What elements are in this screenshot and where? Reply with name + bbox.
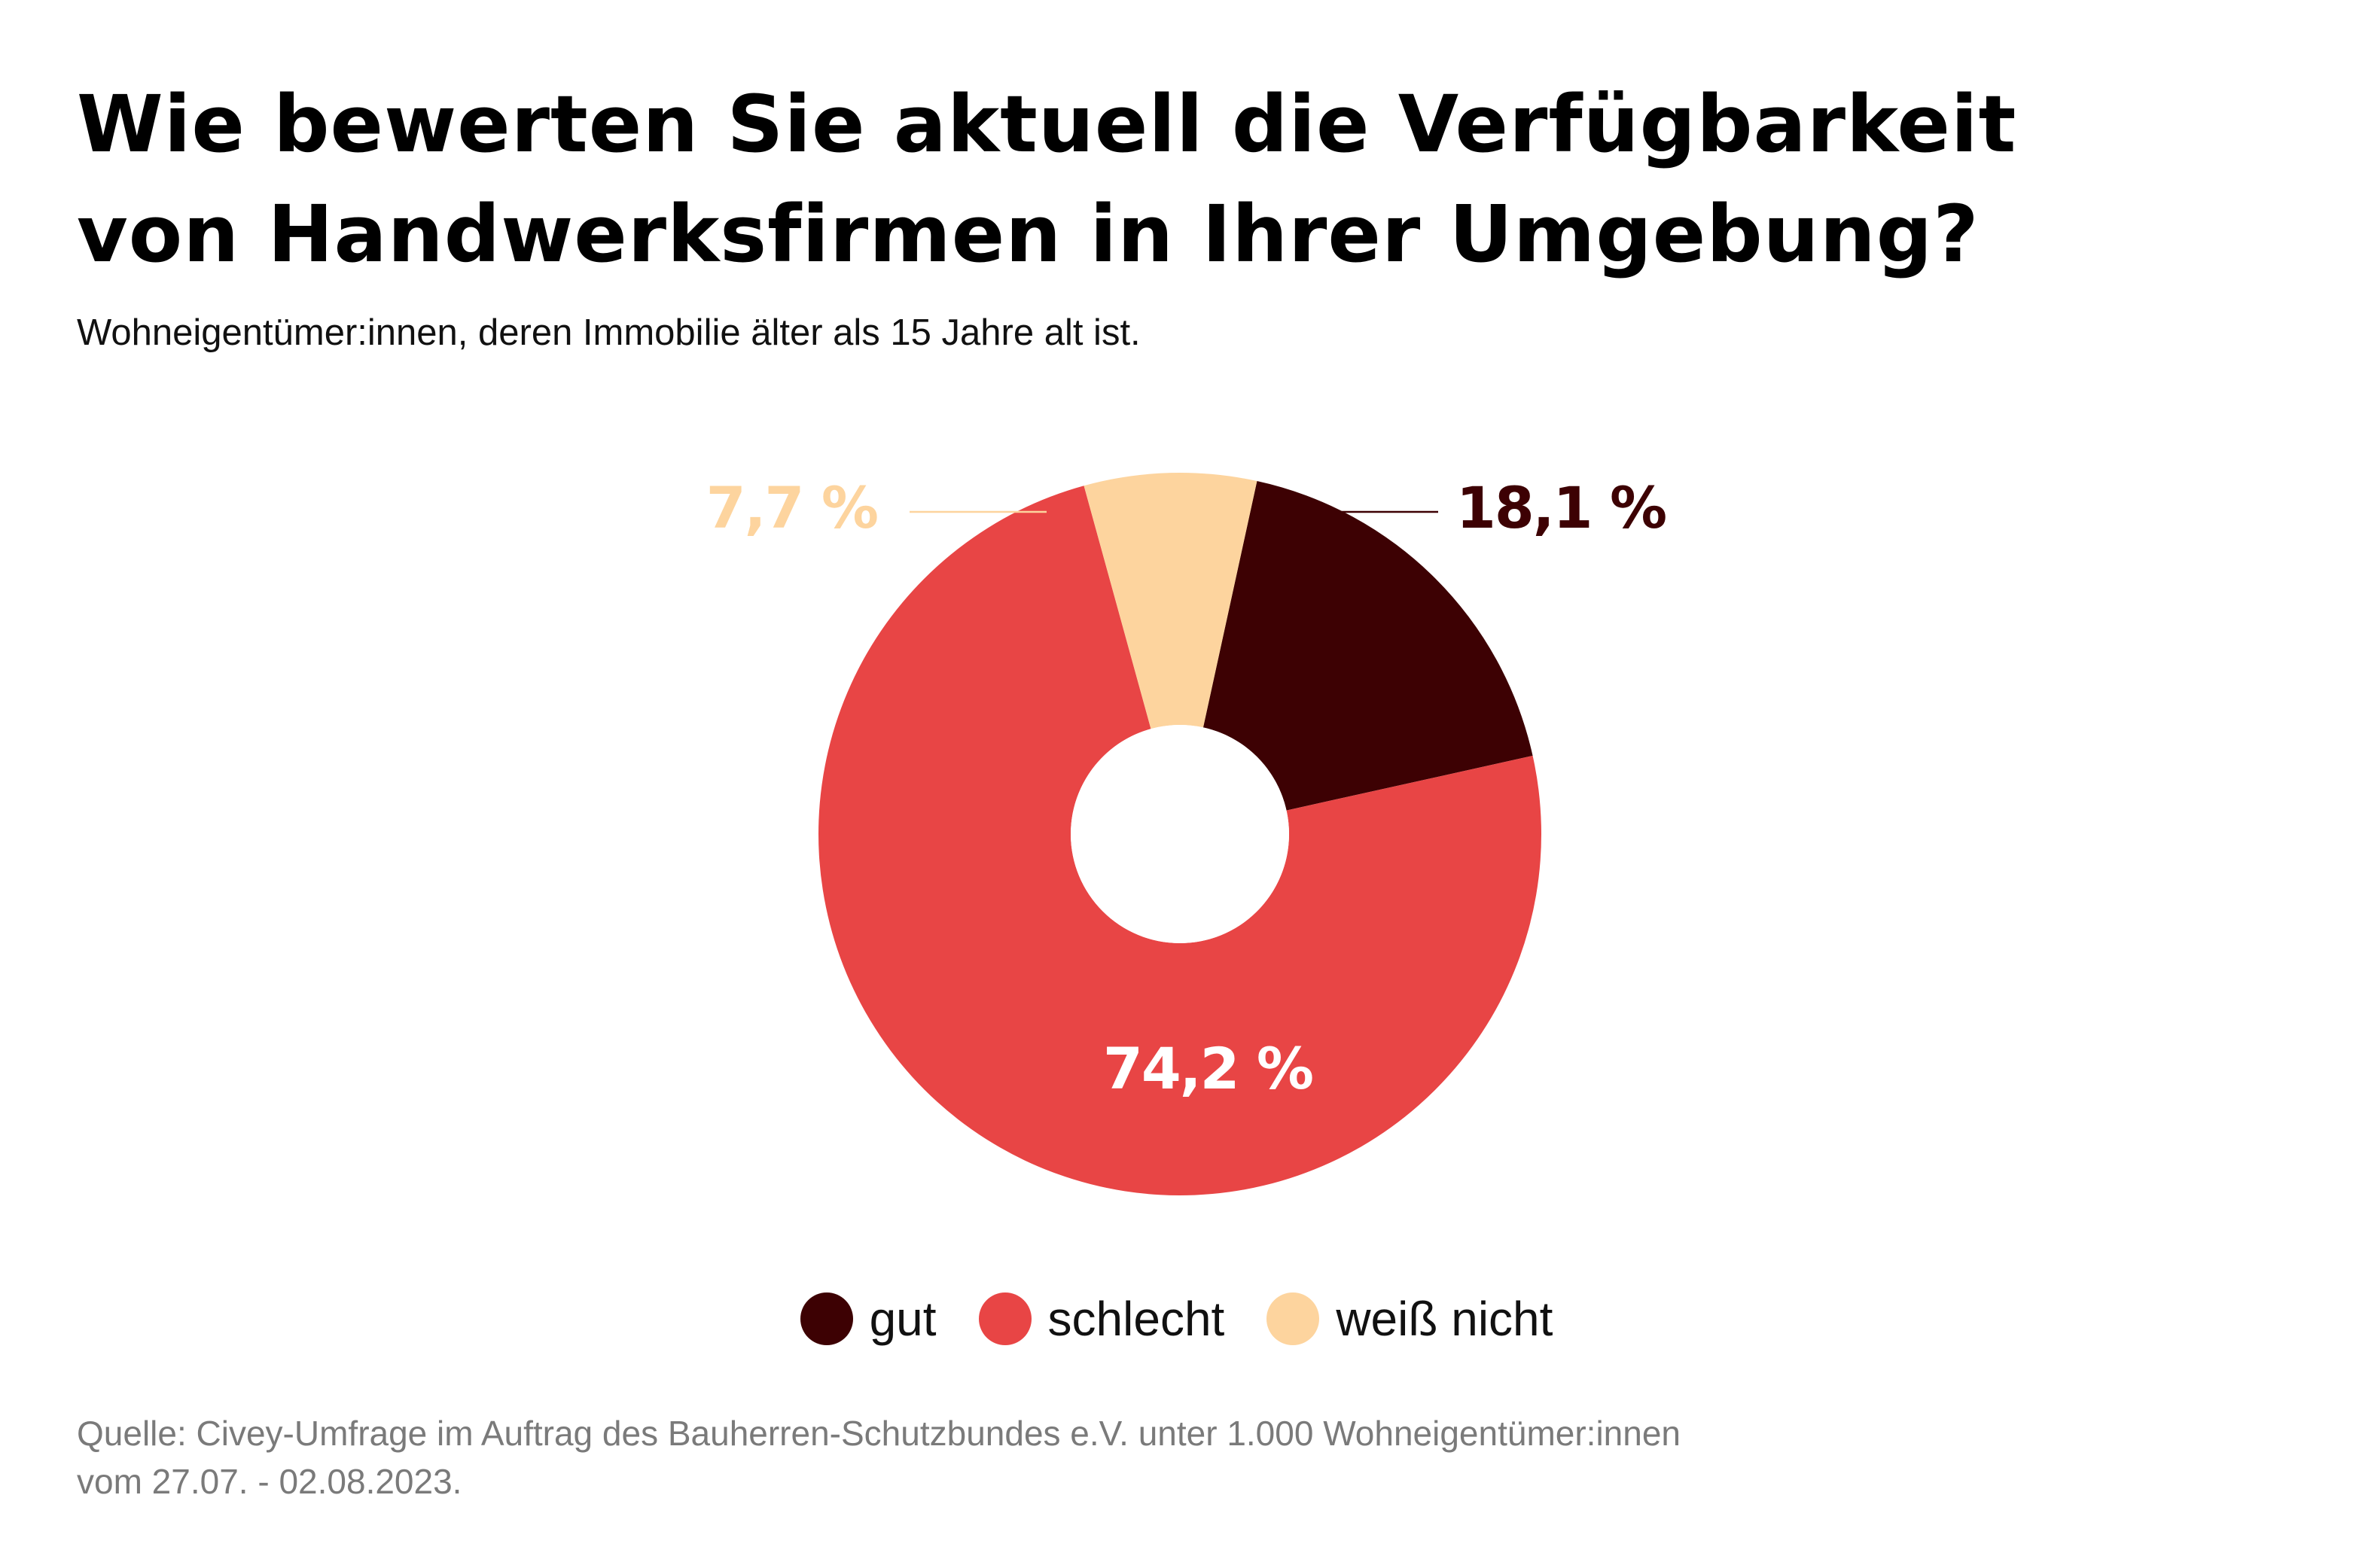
donut-hole: [1071, 725, 1289, 943]
data-label-gut: 18,1 %: [1456, 474, 1666, 541]
legend-swatch-schlecht: [978, 1292, 1032, 1345]
chart-title: Wie bewerten Sie aktuell die Verfügbarke…: [77, 69, 2260, 289]
data-label-weiss-nicht: 7,7 %: [706, 474, 877, 541]
slice-schlecht: [818, 486, 1541, 1195]
slice-weiss-nicht: [1084, 473, 1257, 729]
chart-title-line-2: von Handwerksfirmen in Ihrer Umgebung?: [77, 188, 1980, 280]
source-line-1: Quelle: Civey-Umfrage im Auftrag des Bau…: [77, 1414, 1681, 1453]
slice-gut: [1202, 481, 1533, 811]
chart-legend: gut schlecht weiß nicht: [0, 1289, 2353, 1349]
donut-slices: [818, 473, 1541, 1195]
legend-label-gut: gut: [869, 1292, 937, 1346]
chart-subtitle: Wohneigentümer:innen, deren Immobilie äl…: [77, 312, 1141, 353]
legend-swatch-weiss-nicht: [1266, 1292, 1320, 1345]
chart-title-line-1: Wie bewerten Sie aktuell die Verfügbarke…: [77, 78, 2017, 170]
source-line-2: vom 27.07. - 02.08.2023.: [77, 1462, 462, 1501]
legend-item-gut: gut: [800, 1289, 937, 1349]
slice-labels: 18,1 % 74,2 % 7,7 %: [706, 474, 1667, 1102]
legend-item-weiss-nicht: weiß nicht: [1266, 1289, 1553, 1349]
legend-swatch-gut: [800, 1292, 853, 1345]
legend-label-schlecht: schlecht: [1047, 1292, 1225, 1346]
data-label-schlecht: 74,2 %: [1103, 1035, 1312, 1102]
source-note: Quelle: Civey-Umfrage im Auftrag des Bau…: [77, 1409, 1681, 1506]
legend-item-schlecht: schlecht: [978, 1289, 1225, 1349]
legend-label-weiss-nicht: weiß nicht: [1336, 1292, 1553, 1346]
